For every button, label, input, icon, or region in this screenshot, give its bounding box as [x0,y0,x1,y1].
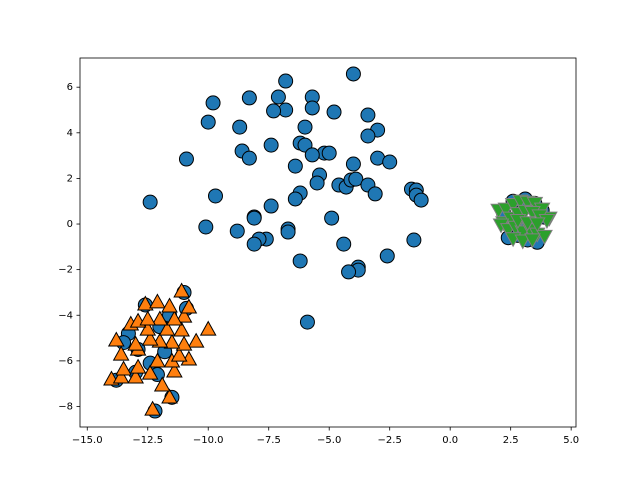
point [266,103,282,119]
point [141,330,159,346]
point [345,66,361,82]
y-tick-label: −6 [58,356,73,367]
point [379,248,395,264]
point [153,376,171,392]
point [127,368,144,384]
y-tick-label: −8 [58,401,73,412]
point [173,282,190,298]
point [205,95,221,111]
point [139,320,157,336]
point [278,73,294,89]
y-tick-label: 2 [67,173,73,184]
y-tick-label: 4 [67,128,73,139]
point [166,362,183,378]
point [292,253,308,269]
point [163,333,181,349]
point [232,119,248,135]
point [406,232,422,248]
point [341,264,357,280]
point [367,186,383,202]
y-tick-label: −4 [58,310,73,321]
point [263,198,279,214]
point [151,310,169,326]
point [287,191,303,207]
x-tick-label: −2.5 [378,435,402,446]
point [207,188,223,204]
point [129,358,147,374]
point [321,145,337,161]
axes-frame [79,57,577,428]
point [175,335,193,351]
y-tick-label: 6 [67,82,73,93]
point [112,368,130,384]
point [107,331,125,347]
plot-area [103,66,558,419]
point [297,119,313,135]
point [413,192,429,208]
point [304,100,320,116]
point [141,364,159,380]
point [336,236,352,252]
x-tick-label: −5.0 [317,435,341,446]
point [524,233,541,249]
x-tick-label: 2.5 [503,435,519,446]
point [198,219,214,235]
point [149,293,166,309]
point [299,314,315,330]
point [536,229,553,245]
point [229,223,245,239]
point [139,310,157,326]
point [324,210,340,226]
point [514,234,532,250]
x-tick-label: −12.5 [132,435,163,446]
point [178,151,194,167]
point [241,150,257,166]
point [326,104,342,120]
y-tick-label: −2 [58,265,73,276]
point [180,298,198,314]
point [382,154,398,170]
point [348,171,364,187]
point [287,158,303,174]
x-tick-label: −7.5 [257,435,281,446]
point [309,175,325,191]
point [187,332,205,348]
x-tick-label: −10.0 [193,435,224,446]
point [112,345,130,361]
point [528,217,546,233]
point [158,320,176,336]
point [175,307,193,323]
x-tick-label: 5.0 [563,435,579,446]
point [304,147,320,163]
point [115,360,132,376]
point [136,295,154,311]
point [360,128,376,144]
point [200,114,216,130]
point [199,320,217,336]
point [270,89,286,105]
point [246,210,262,226]
point [166,310,183,326]
point [173,321,190,337]
x-tick-label: −15.0 [72,435,103,446]
point [161,297,178,313]
point [280,224,296,240]
point [127,335,144,351]
point [246,236,262,252]
point [142,194,158,210]
x-tick-label: 0.0 [442,435,458,446]
point [149,352,166,368]
point [241,90,257,106]
y-tick-label: 0 [67,219,73,230]
point [263,137,279,153]
point [144,400,161,416]
point [161,388,178,404]
point [345,156,361,172]
point [360,107,376,123]
point [170,346,188,362]
